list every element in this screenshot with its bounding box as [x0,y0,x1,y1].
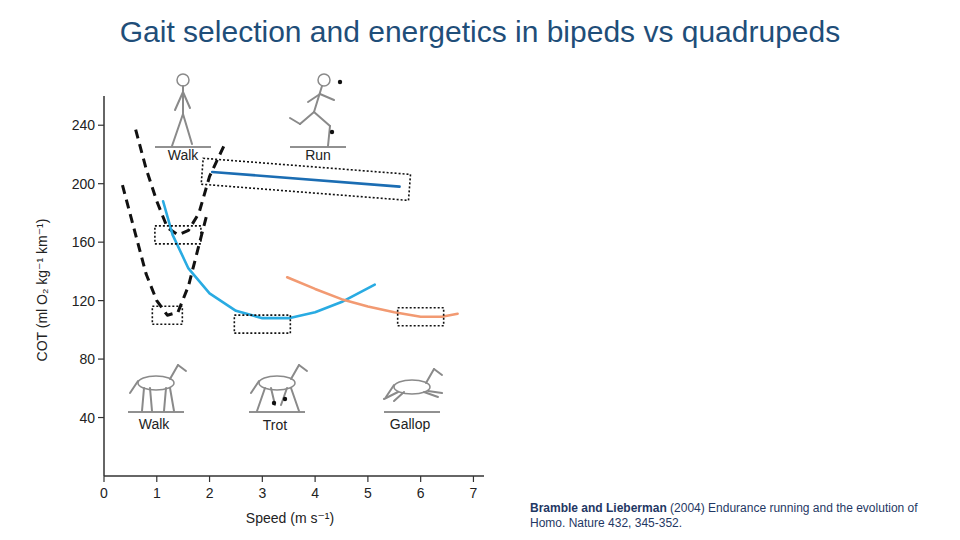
x-axis [104,475,484,477]
icons [128,74,442,412]
gait-label: Run [305,147,331,163]
icon-dot [272,401,276,405]
icon-stroke [150,388,152,411]
gait-label: Trot [263,417,287,433]
y-axis-title: COT (ml O₂ kg⁻¹ km⁻¹) [34,219,50,362]
icon-stroke [257,388,265,411]
series-line [136,130,226,235]
optimum-box [201,158,410,200]
x-tick [209,476,210,482]
icon-stroke [178,365,186,371]
icon-dot [338,80,342,84]
x-tick-label: 6 [417,485,425,501]
icon-stroke [170,388,174,411]
y-tick [98,183,104,184]
icon-stroke [328,126,330,146]
icon-stroke [172,114,183,146]
icon-stroke [183,92,190,108]
y-tick [98,417,104,418]
gait-label: Walk [168,147,200,163]
icon-stroke [130,381,138,393]
x-axis-title: Speed (m s⁻¹) [246,510,334,526]
icon-head [177,74,189,86]
x-tick [156,476,157,482]
icon-stroke [170,365,178,379]
citation-authors: Bramble and Lieberman [530,501,667,515]
icon-stroke [182,86,184,114]
gait-label: Walk [139,416,171,432]
icon-horse-walk [128,365,186,412]
y-tick-label: 160 [72,234,96,250]
x-tick [473,476,474,482]
y-tick [98,300,104,301]
y-tick [98,358,104,359]
x-tick [420,476,421,482]
icon-dot [283,397,287,401]
x-tick-label: 5 [364,485,372,501]
title: Gait selection and energetics in bipeds … [120,15,840,48]
icon-human-walk [155,74,211,147]
icon-stroke [434,369,442,375]
icon-stroke [291,365,299,379]
y-axis [103,96,105,476]
citation: Bramble and Lieberman (2004) Endurance r… [530,501,950,531]
x-tick-label: 1 [153,485,161,501]
icon-stroke [251,381,259,393]
icon-stroke [299,365,307,371]
icon-stroke [320,94,334,100]
y-tick-label: 200 [72,176,96,192]
x-tick-label: 7 [470,485,478,501]
icon-stroke [394,392,404,401]
icon-stroke [308,94,320,102]
icon-horse-gallop [384,369,442,412]
icon-stroke [290,118,300,124]
icon-ground [384,412,440,413]
icon-stroke [314,86,322,112]
icon-stroke [175,92,183,110]
optimum-box [234,315,290,333]
y-tick [98,125,104,126]
optimum-box [152,306,182,324]
icon-stroke [281,388,287,405]
icon-dot [330,130,334,134]
x-tick-label: 4 [311,485,319,501]
gait-label: Gallop [390,416,431,432]
y-tick-label: 240 [72,117,96,133]
series-line [212,172,399,187]
y-tick-label: 120 [72,293,96,309]
icon-head [318,74,330,86]
icon-stroke [428,391,442,393]
icon-stroke [314,112,330,126]
icon-stroke [300,112,314,124]
y-tick-label: 40 [79,410,95,426]
icon-stroke [183,114,192,144]
chart: Gait selection and energetics in bipeds … [0,0,960,540]
x-tick [262,476,263,482]
x-tick-label: 3 [258,485,266,501]
icon-horse-trot [249,365,307,412]
y-tick-label: 80 [79,351,95,367]
icon-ground [128,412,184,413]
x-tick [367,476,368,482]
plot-data [122,130,457,319]
icon-stroke [142,388,144,411]
optimum-box [155,226,201,244]
icon-stroke [291,388,299,411]
y-tick [98,242,104,243]
x-tick [315,476,316,482]
x-tick-label: 2 [206,485,214,501]
x-tick [103,476,104,482]
icon-stroke [426,369,434,383]
x-tick-label: 0 [100,485,108,501]
icon-stroke [164,388,166,411]
page: {"chart_data": { "type": "line", "title"… [0,0,960,540]
optimum-box [398,308,444,326]
icon-human-run [290,74,346,147]
series-line [287,277,457,316]
highlight-boxes [152,158,443,333]
